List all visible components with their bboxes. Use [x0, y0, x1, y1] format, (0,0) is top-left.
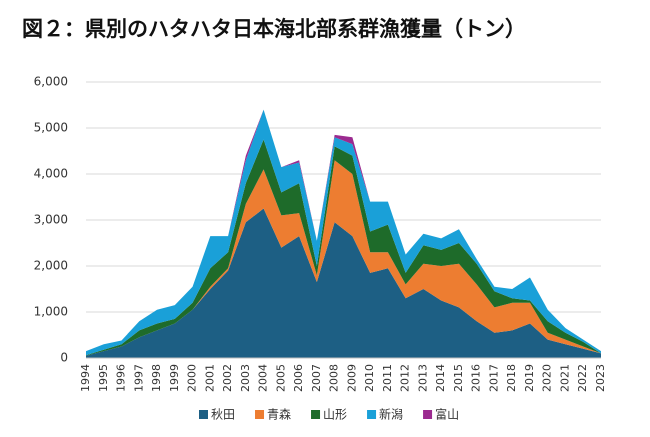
y-tick-label: 1,000: [34, 305, 68, 319]
y-tick-label: 3,000: [34, 213, 68, 227]
x-tick-label: 2016: [470, 364, 483, 392]
x-tick-label: 1995: [97, 364, 110, 392]
x-tick-label: 2001: [203, 364, 216, 392]
x-tick-label: 1998: [150, 364, 163, 392]
x-tick-label: 2020: [541, 364, 554, 392]
chart-title: 図２：県別のハタハタ日本海北部系群漁獲量（トン）: [22, 17, 526, 41]
legend-swatch: [311, 410, 321, 419]
legend-swatch: [199, 410, 208, 419]
x-tick-label: 2002: [221, 364, 234, 392]
area: [86, 139, 601, 356]
legend-swatch: [423, 410, 433, 419]
x-tick-label: 2009: [345, 364, 358, 392]
x-tick-label: 2013: [416, 364, 429, 392]
area: [86, 208, 601, 358]
x-tick-label: 1996: [115, 364, 128, 392]
y-tick-label: 5,000: [34, 121, 68, 135]
x-tick-label: 2010: [363, 364, 376, 392]
x-tick-label: 2015: [452, 364, 465, 392]
x-tick-label: 2004: [257, 364, 270, 392]
x-tick-label: 2018: [505, 364, 518, 392]
legend-label: 青森: [267, 407, 291, 422]
x-tick-label: 2019: [523, 364, 536, 392]
x-tick-label: 1997: [132, 364, 145, 392]
x-tick-label: 2017: [487, 364, 500, 392]
x-tick-label: 2012: [399, 364, 412, 392]
x-tick-label: 2007: [310, 364, 323, 392]
x-tick-label: 2008: [328, 364, 341, 392]
y-tick-label: 4,000: [34, 167, 68, 181]
legend-label: 山形: [323, 408, 347, 422]
x-tick-label: 1999: [168, 364, 181, 392]
legend-swatch: [367, 410, 377, 419]
x-tick-label: 2014: [434, 364, 447, 392]
area: [86, 160, 601, 356]
x-tick-label: 2021: [558, 364, 571, 392]
legend-label: 秋田: [211, 408, 235, 422]
x-tick-label: 2000: [186, 364, 199, 392]
legend-label: 富山: [435, 407, 459, 422]
legend-swatch: [255, 410, 265, 419]
area: [86, 109, 601, 356]
x-tick-label: 1994: [79, 364, 92, 392]
x-tick-label: 2006: [292, 364, 305, 392]
legend-label: 新潟: [379, 407, 403, 422]
x-tick-label: 2005: [274, 364, 287, 392]
y-tick-label: 6,000: [34, 75, 68, 89]
y-tick-label: 2,000: [34, 259, 68, 273]
x-tick-label: 2011: [381, 364, 394, 392]
y-tick-label: 0: [60, 351, 68, 365]
x-tick-label: 2003: [239, 364, 252, 392]
x-tick-label: 2022: [576, 364, 589, 392]
x-tick-label: 2023: [594, 364, 607, 392]
